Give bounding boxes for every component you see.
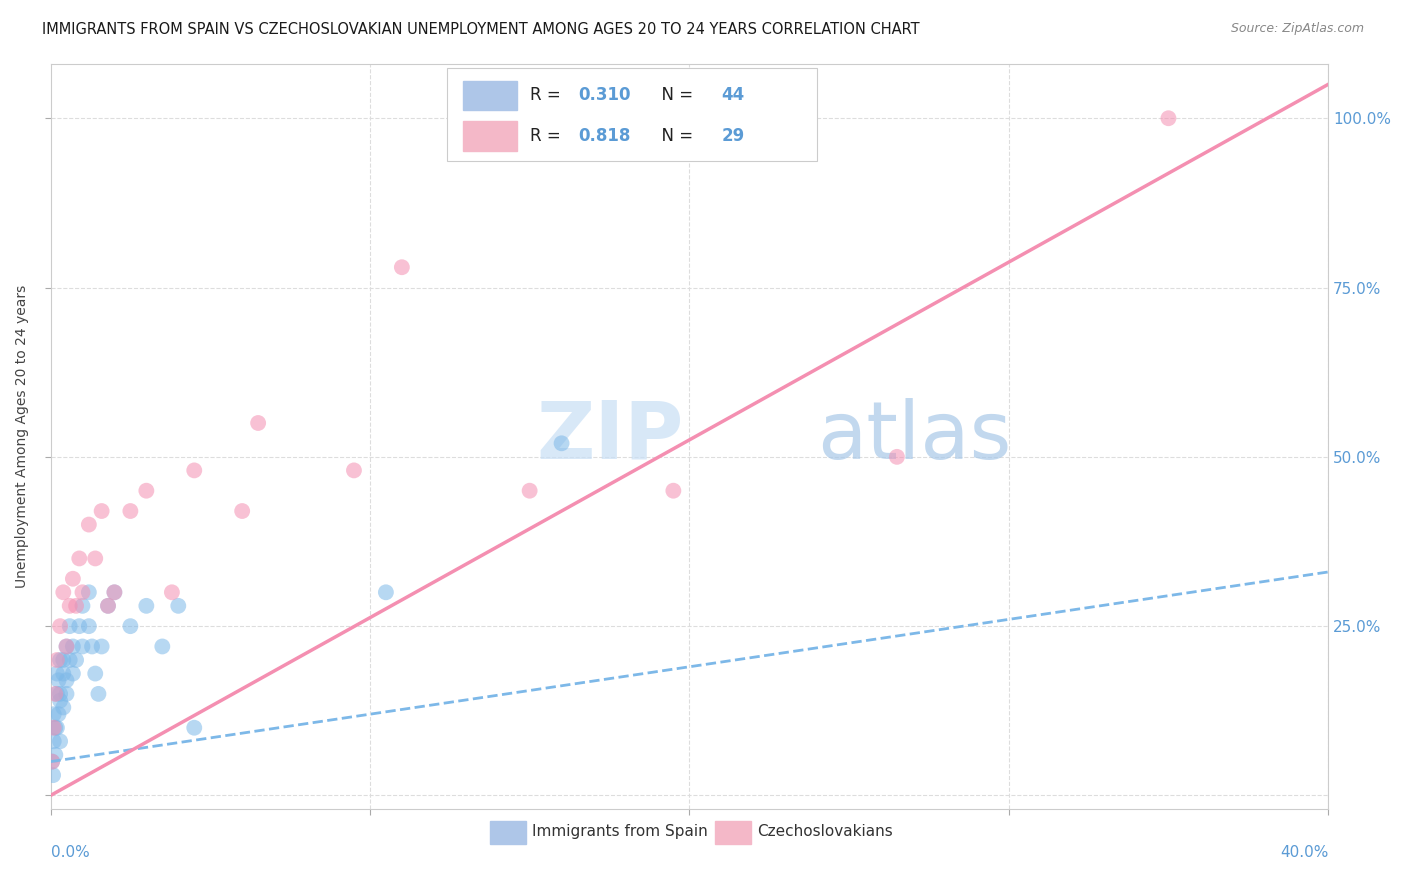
Point [72, 599, 94, 613]
Text: 44: 44 [721, 87, 745, 104]
Point [80, 640, 103, 654]
FancyBboxPatch shape [447, 68, 817, 161]
Point [42, 721, 65, 735]
Point [65, 653, 87, 667]
Point [59, 619, 82, 633]
Point [662, 483, 685, 498]
Point [52, 585, 75, 599]
Point [519, 483, 541, 498]
Point [45, 653, 67, 667]
Point [48, 673, 70, 688]
Point [45, 666, 67, 681]
Point [77, 585, 100, 599]
Point [44, 687, 66, 701]
Point [72, 585, 94, 599]
Point [374, 585, 396, 599]
Point [65, 599, 87, 613]
Point [52, 666, 75, 681]
Point [90, 640, 112, 654]
Text: N =: N = [651, 127, 699, 145]
Text: R =: R = [530, 87, 565, 104]
Text: 29: 29 [721, 127, 745, 145]
Point [160, 585, 183, 599]
Point [183, 721, 205, 735]
Point [550, 436, 572, 450]
Point [90, 504, 112, 518]
Point [343, 463, 366, 477]
Point [49, 653, 72, 667]
Point [247, 416, 270, 430]
Point [59, 599, 82, 613]
Point [1157, 112, 1180, 126]
Text: IMMIGRANTS FROM SPAIN VS CZECHOSLOVAKIAN UNEMPLOYMENT AMONG AGES 20 TO 24 YEARS : IMMIGRANTS FROM SPAIN VS CZECHOSLOVAKIAN… [42, 22, 920, 37]
Point [48, 707, 70, 722]
Point [49, 734, 72, 748]
Y-axis label: Unemployment Among Ages 20 to 24 years: Unemployment Among Ages 20 to 24 years [15, 285, 30, 588]
FancyBboxPatch shape [463, 120, 517, 151]
Point [62, 640, 84, 654]
Point [44, 747, 66, 762]
Point [886, 450, 908, 464]
Text: N =: N = [651, 87, 699, 104]
Point [44, 721, 66, 735]
Point [103, 585, 125, 599]
Point [42, 734, 65, 748]
Point [41, 755, 63, 769]
Point [45, 687, 67, 701]
Text: 0.0%: 0.0% [51, 845, 89, 860]
Text: 0.818: 0.818 [578, 127, 630, 145]
Point [97, 599, 120, 613]
Point [391, 260, 413, 275]
Point [77, 619, 100, 633]
Point [41, 755, 63, 769]
Point [84, 666, 107, 681]
Point [77, 517, 100, 532]
Point [59, 653, 82, 667]
Point [103, 585, 125, 599]
Point [67, 551, 90, 566]
Text: ZIP: ZIP [536, 398, 683, 475]
Point [55, 640, 77, 654]
Point [49, 619, 72, 633]
Point [55, 673, 77, 688]
Point [67, 619, 90, 633]
Point [231, 504, 253, 518]
Point [183, 463, 205, 477]
Point [49, 693, 72, 707]
Text: Immigrants from Spain: Immigrants from Spain [531, 824, 707, 838]
Text: Source: ZipAtlas.com: Source: ZipAtlas.com [1230, 22, 1364, 36]
Point [42, 768, 65, 782]
Text: 0.310: 0.310 [578, 87, 631, 104]
Point [120, 619, 142, 633]
FancyBboxPatch shape [463, 80, 517, 111]
Point [135, 599, 157, 613]
Point [62, 666, 84, 681]
Text: Czechoslovakians: Czechoslovakians [756, 824, 893, 838]
Point [52, 700, 75, 714]
Text: atlas: atlas [817, 398, 1011, 475]
Point [42, 707, 65, 722]
Point [97, 599, 120, 613]
Point [62, 572, 84, 586]
Point [135, 483, 157, 498]
Point [72, 640, 94, 654]
Point [167, 599, 190, 613]
Point [120, 504, 142, 518]
Text: 40.0%: 40.0% [1279, 845, 1329, 860]
Point [55, 640, 77, 654]
Point [84, 551, 107, 566]
Point [87, 687, 110, 701]
Point [45, 721, 67, 735]
Point [55, 687, 77, 701]
Point [49, 687, 72, 701]
Text: R =: R = [530, 127, 565, 145]
Point [52, 653, 75, 667]
Point [150, 640, 173, 654]
